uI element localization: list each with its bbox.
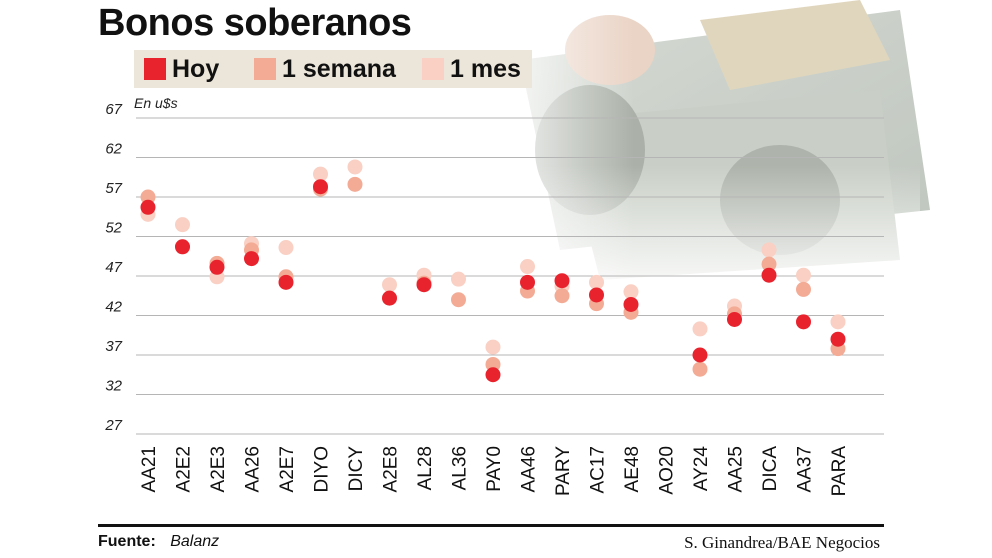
legend-swatch-1-semana — [254, 58, 276, 80]
point-1-mes — [830, 314, 846, 330]
x-tick-label: AA25 — [726, 446, 747, 492]
point-hoy — [589, 287, 604, 303]
point-1-semana — [485, 356, 501, 372]
legend-item-1-mes: 1 mes — [422, 50, 521, 88]
x-tick-label: DICA — [760, 446, 781, 492]
point-1-semana — [761, 256, 777, 272]
point-1-semana — [554, 288, 570, 304]
point-1-semana — [347, 176, 363, 192]
legend-swatch-hoy — [144, 58, 166, 80]
point-1-semana — [140, 189, 156, 205]
point-hoy — [209, 259, 225, 275]
x-tick-label: PAY0 — [484, 446, 505, 492]
point-hoy — [244, 251, 259, 267]
point-hoy — [554, 273, 570, 289]
x-tick-label: AO20 — [657, 446, 678, 495]
y-tick-label: 62 — [105, 141, 122, 158]
x-tick-label: AL36 — [450, 446, 471, 490]
legend-label-hoy: Hoy — [172, 54, 220, 83]
point-1-mes — [485, 339, 501, 355]
x-tick-label: A2E7 — [277, 446, 298, 492]
x-tick-label: PARA — [829, 446, 850, 497]
legend-item-1-semana: 1 semana — [254, 50, 396, 88]
point-1-mes — [382, 277, 397, 293]
legend-swatch-1-mes — [422, 58, 444, 80]
point-1-semana — [451, 292, 466, 308]
point-1-mes — [796, 267, 811, 283]
credit: S. Ginandrea/BAE Negocios — [684, 533, 880, 552]
legend-label-1-mes: 1 mes — [450, 54, 521, 83]
point-hoy — [727, 311, 742, 327]
point-hoy — [278, 274, 294, 290]
y-tick-label: 57 — [105, 180, 122, 197]
source-line: Fuente: Balanz — [98, 533, 219, 551]
x-tick-label: AA26 — [243, 446, 264, 492]
point-1-semana — [796, 281, 811, 297]
point-hoy — [830, 331, 846, 347]
point-hoy — [761, 267, 777, 283]
x-tick-label: DIYO — [312, 446, 333, 492]
bottom-divider — [98, 524, 884, 527]
legend-item-hoy: Hoy — [144, 50, 219, 88]
chart-title: Bonos soberanos — [98, 2, 412, 44]
x-tick-label: A2E8 — [381, 446, 402, 492]
y-tick-label: 42 — [105, 299, 122, 316]
point-hoy — [520, 274, 535, 290]
y-axis-unit-label: En u$s — [134, 95, 178, 111]
point-hoy — [175, 239, 190, 255]
point-1-mes — [589, 274, 604, 290]
point-1-mes — [520, 259, 535, 275]
x-tick-label: AA21 — [139, 446, 160, 492]
point-1-mes — [175, 217, 190, 233]
point-1-mes — [692, 321, 708, 337]
point-1-mes — [313, 166, 328, 182]
point-1-mes — [278, 240, 294, 256]
x-tick-label: AY24 — [691, 446, 712, 492]
point-1-mes — [761, 242, 777, 258]
point-1-mes — [451, 271, 466, 287]
point-1-mes — [623, 284, 639, 300]
point-hoy — [623, 296, 639, 312]
y-tick-label: 37 — [105, 338, 122, 355]
point-hoy — [140, 199, 156, 215]
point-1-semana — [692, 361, 708, 377]
legend-label-1-semana: 1 semana — [282, 54, 396, 83]
source-label: Fuente: — [98, 533, 156, 550]
source-value: Balanz — [170, 533, 220, 550]
point-hoy — [796, 314, 811, 330]
point-1-mes — [347, 159, 363, 175]
x-tick-label: AA37 — [795, 446, 816, 492]
y-tick-label: 52 — [105, 220, 122, 237]
x-tick-label: PARY — [553, 446, 574, 496]
y-tick-label: 27 — [104, 417, 122, 434]
x-tick-label: DICY — [346, 446, 367, 492]
point-hoy — [313, 179, 328, 195]
point-hoy — [416, 277, 432, 293]
y-tick-label: 47 — [105, 259, 122, 276]
scatter-chart: 27 32 37 42 47 52 57 62 67 AA21 A2E2 A2E3 AA26 A2E7 DI… — [104, 101, 884, 497]
legend: Hoy 1 semana 1 mes — [134, 50, 532, 88]
x-tick-label: A2E2 — [174, 446, 195, 492]
x-tick-label: AE48 — [622, 446, 643, 492]
y-tick-label: 67 — [105, 101, 122, 118]
y-tick-label: 32 — [105, 378, 122, 395]
point-hoy — [485, 367, 501, 383]
x-tick-label: AA46 — [519, 446, 540, 492]
point-hoy — [692, 347, 708, 363]
x-tick-label: AL28 — [415, 446, 436, 490]
point-hoy — [382, 290, 397, 306]
x-tick-label: AC17 — [588, 446, 609, 494]
x-tick-label: A2E3 — [208, 446, 229, 492]
